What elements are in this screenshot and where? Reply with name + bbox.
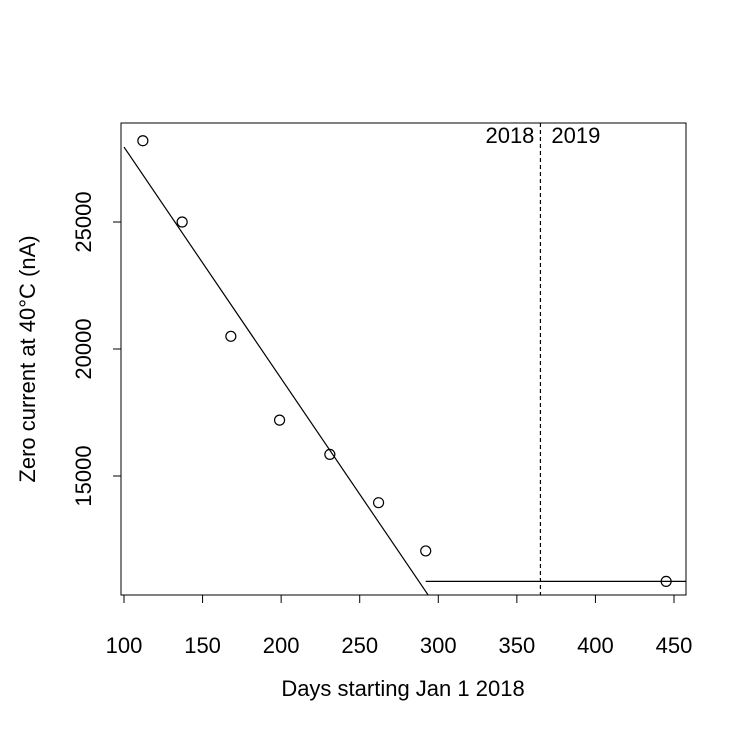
data-point bbox=[324, 448, 336, 461]
x-tick-label: 450 bbox=[656, 633, 693, 658]
data-point bbox=[137, 135, 149, 147]
x-tick-label: 250 bbox=[341, 633, 378, 658]
x-tick-label: 300 bbox=[420, 633, 457, 658]
y-axis: 15000 20000 25000 bbox=[71, 191, 122, 507]
annotation-2019: 2019 bbox=[551, 123, 600, 148]
annotation-2018: 2018 bbox=[485, 123, 534, 148]
y-tick-label: 15000 bbox=[71, 445, 96, 506]
fit-lines bbox=[123, 146, 686, 595]
y-tick-label: 25000 bbox=[71, 191, 96, 252]
plot-frame bbox=[120, 122, 687, 596]
x-tick-label: 400 bbox=[577, 633, 614, 658]
x-axis-label: Days starting Jan 1 2018 bbox=[281, 676, 524, 701]
data-point bbox=[176, 216, 188, 228]
x-axis: 100 150 200 250 300 350 400 450 bbox=[106, 594, 693, 658]
data-point bbox=[273, 414, 286, 426]
data-points bbox=[137, 135, 672, 588]
x-tick-label: 100 bbox=[106, 633, 143, 658]
y-tick-label: 20000 bbox=[71, 318, 96, 379]
data-point bbox=[372, 497, 385, 509]
data-point bbox=[225, 330, 237, 342]
x-tick-label: 350 bbox=[498, 633, 535, 658]
y-axis-label: Zero current at 40°C (nA) bbox=[15, 235, 40, 482]
x-tick-label: 150 bbox=[184, 633, 221, 658]
data-point bbox=[660, 575, 672, 588]
data-point bbox=[420, 545, 432, 557]
x-tick-label: 200 bbox=[263, 633, 300, 658]
annotations: 2018 2019 bbox=[485, 123, 600, 148]
fit-line-1 bbox=[123, 146, 429, 595]
